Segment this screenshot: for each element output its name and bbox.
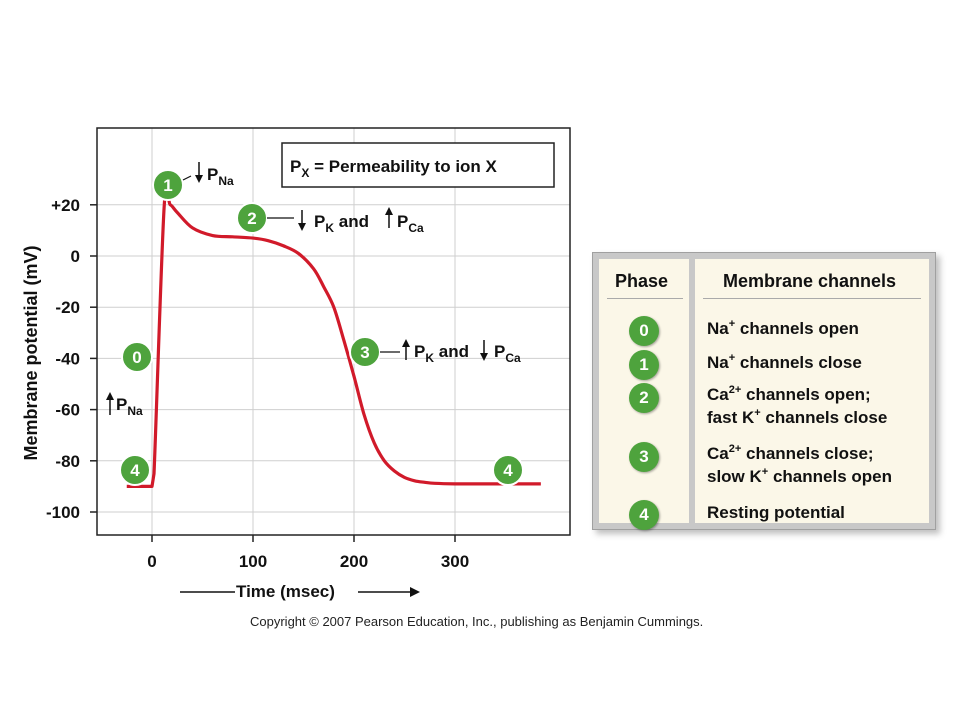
header-underline-channels [703,298,921,299]
x-axis-label-group: Time (msec) [180,582,420,601]
phase-1-badge: 1 [152,169,184,201]
phase-3-annotation: PK and PCa [380,339,521,365]
grid [97,128,570,535]
x-tick-label: 300 [441,552,469,571]
action-potential-chart: +20 0 -20 -40 -60 -80 -100 0 100 200 300 Membrane… [21,127,571,601]
x-tick-label: 200 [340,552,368,571]
svg-text:0: 0 [132,348,141,367]
phase-4-badge-right: 4 [492,454,524,486]
y-axis-label: Membrane potential (mV) [21,245,41,460]
x-tick-label: 0 [147,552,156,571]
svg-text:PNa: PNa [207,165,234,188]
channels-column-header: Membrane channels [723,271,897,291]
phase-2-badge: 2 [236,202,268,234]
down-arrow-icon-head [195,175,203,183]
description-line-1: Na+ channels open [707,318,859,339]
phase-badge-2: 2 [629,383,659,413]
phase-badge-3: 3 [629,442,659,472]
legend-p: P [290,157,301,176]
description-line-1: Ca2+ channels close; [707,443,874,464]
down-arrow-icon-head [480,353,488,361]
svg-text:2: 2 [247,209,256,228]
phase-0-badge: 0 [121,341,153,373]
svg-text:4: 4 [503,461,513,480]
description-line-1: Resting potential [707,503,845,522]
description-line-2: slow K+ channels open [707,466,892,487]
phase-column-header: Phase [615,271,669,291]
y-tick-label: -20 [55,298,80,317]
phase-badge-0: 0 [629,316,659,346]
header-underline-phase [607,298,683,299]
description-line-2: fast K+ channels close [707,407,888,428]
description-line-1: Ca2+ channels open; [707,384,871,405]
svg-text:1: 1 [163,176,172,195]
svg-text:PNa: PNa [116,395,143,418]
svg-text:PCa: PCa [494,342,521,365]
permeability-legend: PX = Permeability to ion X [281,142,555,188]
action-potential-line [126,185,541,488]
down-arrow-icon-head [298,223,306,231]
phase-description-3: Ca2+ channels close; slow K+ channels ope… [707,442,892,488]
phase-0-annotation: PNa [106,392,143,418]
up-arrow-icon-head [402,339,410,347]
phase-description-4: Resting potential [707,501,845,524]
x-axis-ticks: 0 100 200 300 [147,535,469,571]
y-tick-label: -60 [55,401,80,420]
svg-text:3: 3 [360,343,369,362]
plot-frame [96,127,571,536]
series-group [126,185,541,488]
y-axis-ticks: +20 0 -20 -40 -60 -80 -100 [46,196,97,522]
legend-p-subscript: X [301,166,309,180]
svg-text:PK and: PK and [414,342,469,365]
phase-description-0: Na+ channels open [707,317,859,340]
x-axis-label: Time (msec) [236,582,335,601]
svg-text:PK and: PK and [314,212,369,235]
phase-table-body: Phase Membrane channels 0 Na+ channels op… [599,259,929,530]
y-tick-label: 0 [71,247,80,266]
description-line-1: Na+ channels close [707,352,862,373]
legend-definition: = Permeability to ion X [309,157,497,176]
svg-text:4: 4 [130,461,140,480]
x-axis-arrow-head [410,587,420,597]
y-tick-label: -80 [55,452,80,471]
up-arrow-icon-head [106,392,114,400]
phase-table-divider [689,259,695,523]
phase-2-annotation: PK and PCa [267,207,424,235]
copyright-text: Copyright © 2007 Pearson Education, Inc.… [250,614,704,629]
up-arrow-icon-head [385,207,393,215]
y-tick-label: -100 [46,503,80,522]
y-tick-label: -40 [55,349,80,368]
x-tick-label: 100 [239,552,267,571]
phase-3-badge: 3 [349,336,381,368]
phase-description-2: Ca2+ channels open; fast K+ channels clos… [707,383,887,429]
y-tick-label: +20 [51,196,80,215]
svg-text:PCa: PCa [397,212,424,235]
legend-box [281,142,555,188]
svg-text:PX = Permeability to ion X: PX = Permeability to ion X [290,157,498,180]
phase-table: Phase Membrane channels 0 Na+ channels op… [592,252,936,530]
phase-description-1: Na+ channels close [707,351,862,374]
phase-badge-1: 1 [629,350,659,380]
phase-4-badge-left: 4 [119,454,151,486]
phase-1-annotation: PNa [182,162,234,188]
phase-badge-4: 4 [629,500,659,530]
